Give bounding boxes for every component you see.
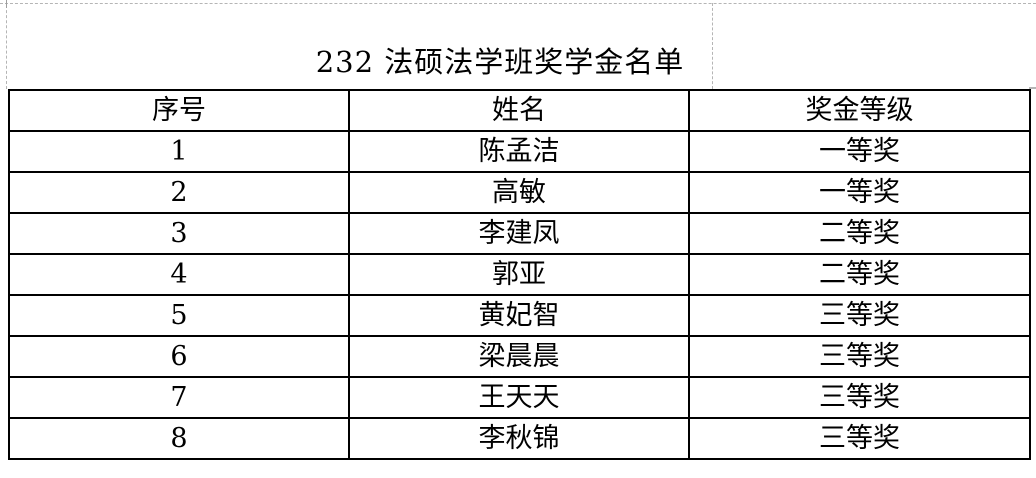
cell-award[interactable]: 三等奖 [688, 294, 1031, 337]
header-row: 序号 姓名 奖金等级 [8, 89, 1031, 132]
cell-serial[interactable]: 3 [8, 212, 350, 255]
cell-award[interactable]: 一等奖 [688, 171, 1031, 214]
header-award[interactable]: 奖金等级 [688, 89, 1031, 132]
cell-name[interactable]: 高敏 [348, 171, 690, 214]
cell-award[interactable]: 一等奖 [688, 130, 1031, 173]
cell-award[interactable]: 三等奖 [688, 376, 1031, 419]
table-row: 6 梁晨晨 三等奖 [8, 335, 1031, 378]
cell-name[interactable]: 陈孟洁 [348, 130, 690, 173]
cell-serial[interactable]: 5 [8, 294, 350, 337]
header-serial[interactable]: 序号 [8, 89, 350, 132]
table-row: 7 王天天 三等奖 [8, 376, 1031, 419]
page-break-guide-left-tick [6, 0, 7, 8]
cell-serial[interactable]: 8 [8, 417, 350, 460]
cell-serial[interactable]: 4 [8, 253, 350, 296]
table-row: 5 黄妃智 三等奖 [8, 294, 1031, 337]
cell-award[interactable]: 二等奖 [688, 212, 1031, 255]
table-row: 2 高敏 一等奖 [8, 171, 1031, 214]
header-name[interactable]: 姓名 [348, 89, 690, 132]
cell-award[interactable]: 三等奖 [688, 417, 1031, 460]
cell-award[interactable]: 二等奖 [688, 253, 1031, 296]
cell-name[interactable]: 王天天 [348, 376, 690, 419]
cell-name[interactable]: 梁晨晨 [348, 335, 690, 378]
table-row: 3 李建凤 二等奖 [8, 212, 1031, 255]
sheet-title[interactable]: 232 法硕法学班奖学金名单 [315, 45, 685, 79]
cell-name[interactable]: 李建凤 [348, 212, 690, 255]
cell-serial[interactable]: 6 [8, 335, 350, 378]
page-break-guide-vertical-left [6, 0, 7, 89]
cell-name[interactable]: 郭亚 [348, 253, 690, 296]
cell-serial[interactable]: 2 [8, 171, 350, 214]
cell-serial[interactable]: 7 [8, 376, 350, 419]
table-row: 1 陈孟洁 一等奖 [8, 130, 1031, 173]
cell-serial[interactable]: 1 [8, 130, 350, 173]
cell-name[interactable]: 李秋锦 [348, 417, 690, 460]
cell-award[interactable]: 三等奖 [688, 335, 1031, 378]
table-row: 8 李秋锦 三等奖 [8, 417, 1031, 460]
table-row: 4 郭亚 二等奖 [8, 253, 1031, 296]
page-break-guide-horizontal [0, 3, 1036, 4]
scholarship-table: 序号 姓名 奖金等级 1 陈孟洁 一等奖 2 高敏 一等奖 3 李建凤 二等奖 … [8, 89, 1031, 460]
cell-name[interactable]: 黄妃智 [348, 294, 690, 337]
